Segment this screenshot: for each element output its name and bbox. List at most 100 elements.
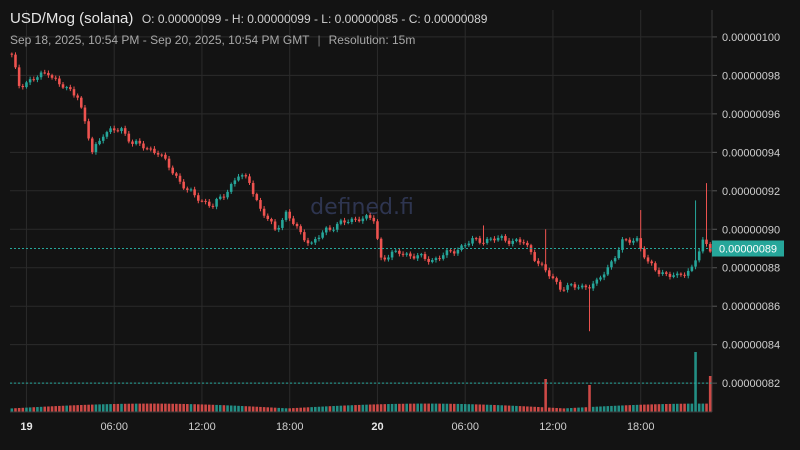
volume-bar xyxy=(383,404,387,412)
volume-bar xyxy=(112,403,116,412)
candle-body xyxy=(332,229,335,231)
volume-bar xyxy=(317,406,321,412)
candle-body xyxy=(361,218,365,222)
volume-bar xyxy=(507,405,511,412)
candle-body xyxy=(69,87,72,90)
volume-bar xyxy=(80,404,83,412)
candle-body xyxy=(628,239,632,243)
candle-body xyxy=(610,261,613,268)
volume-bar xyxy=(98,404,101,412)
candle-body xyxy=(657,270,661,274)
volume-bar xyxy=(372,404,376,412)
candle-body xyxy=(98,140,101,145)
volume-bar xyxy=(255,406,259,412)
candle-body xyxy=(83,107,87,122)
candle-body xyxy=(573,284,577,288)
volume-bar xyxy=(639,404,642,412)
candle-body xyxy=(39,72,43,78)
volume-bar xyxy=(167,403,171,412)
candle-body xyxy=(346,221,350,223)
candle-body xyxy=(244,175,248,177)
candle-body xyxy=(259,200,262,209)
volume-bar xyxy=(32,407,36,412)
volume-bar xyxy=(142,403,145,412)
volume-bar xyxy=(599,406,602,412)
volume-bar xyxy=(376,404,379,412)
candle-body xyxy=(394,250,398,252)
candle-body xyxy=(357,219,361,222)
volume-bar xyxy=(482,404,485,412)
candle-body xyxy=(416,255,419,259)
time-axis[interactable]: 19 06:00 12:00 18:00 20 06:00 12:00 18:00 xyxy=(10,411,712,433)
candle-body xyxy=(387,257,390,260)
x-tick-label: 18:00 xyxy=(276,421,304,433)
volume-bar xyxy=(500,405,504,412)
volume-bar xyxy=(134,403,138,412)
volume-bar xyxy=(270,407,273,412)
candle-body xyxy=(328,227,332,230)
candle-body xyxy=(266,215,270,219)
volume-bar xyxy=(94,404,98,412)
volume-bar xyxy=(390,403,394,412)
volume-bar xyxy=(496,405,500,412)
candle-body xyxy=(43,72,47,74)
candle-body xyxy=(127,133,131,142)
candle-body xyxy=(72,89,76,96)
candle-body xyxy=(690,266,694,271)
candle-body xyxy=(463,245,467,247)
volume-bar xyxy=(533,406,536,412)
volume-bar xyxy=(215,404,218,412)
candle-body xyxy=(624,239,628,241)
candle-body xyxy=(90,138,94,153)
volume-bar xyxy=(394,403,398,412)
candlestick-series xyxy=(10,52,712,332)
volume-bar xyxy=(610,405,613,412)
volume-bar xyxy=(606,406,610,412)
candle-body xyxy=(314,239,317,243)
candle-body xyxy=(617,249,621,259)
volume-bar xyxy=(36,407,39,412)
volume-bar xyxy=(47,406,50,412)
volume-bar xyxy=(189,404,193,412)
volume-bar xyxy=(295,407,299,412)
candle-body xyxy=(577,287,580,289)
volume-bar xyxy=(577,407,580,412)
candle-body xyxy=(398,250,401,254)
candle-body xyxy=(87,121,90,139)
volume-bar xyxy=(292,408,295,412)
candle-body xyxy=(339,220,343,224)
candle-body xyxy=(335,223,339,230)
candle-body xyxy=(452,251,456,254)
volume-bar xyxy=(310,407,313,412)
price-axis[interactable]: 0.00000082 0.00000084 0.00000086 0.00000088… xyxy=(711,10,784,412)
volume-bar xyxy=(438,403,441,412)
candle-body xyxy=(80,97,83,108)
volume-bar xyxy=(690,403,694,412)
candle-body xyxy=(661,272,664,274)
candle-body xyxy=(606,267,610,275)
candle-body xyxy=(420,254,423,256)
candle-body xyxy=(248,176,251,183)
volume-bar xyxy=(288,408,291,412)
volume-bar xyxy=(14,408,17,412)
volume-bar xyxy=(123,403,127,412)
volume-bar xyxy=(485,404,489,412)
volume-bar xyxy=(452,403,456,412)
volume-bar xyxy=(675,403,679,412)
volume-bar xyxy=(65,405,68,412)
candle-body xyxy=(621,239,624,250)
candle-body xyxy=(390,251,394,258)
candle-body xyxy=(105,132,109,137)
volume-bar xyxy=(324,406,328,412)
candle-body xyxy=(632,240,635,243)
last-price-label: 0.00000089 xyxy=(719,244,777,256)
candle-body xyxy=(251,182,255,195)
volume-bar xyxy=(441,403,445,412)
candle-body xyxy=(697,251,701,261)
x-tick-label: 12:00 xyxy=(539,421,567,433)
volume-bar xyxy=(526,406,529,412)
candle-body xyxy=(189,189,193,191)
candle-body xyxy=(324,227,328,233)
volume-bar xyxy=(591,406,595,412)
